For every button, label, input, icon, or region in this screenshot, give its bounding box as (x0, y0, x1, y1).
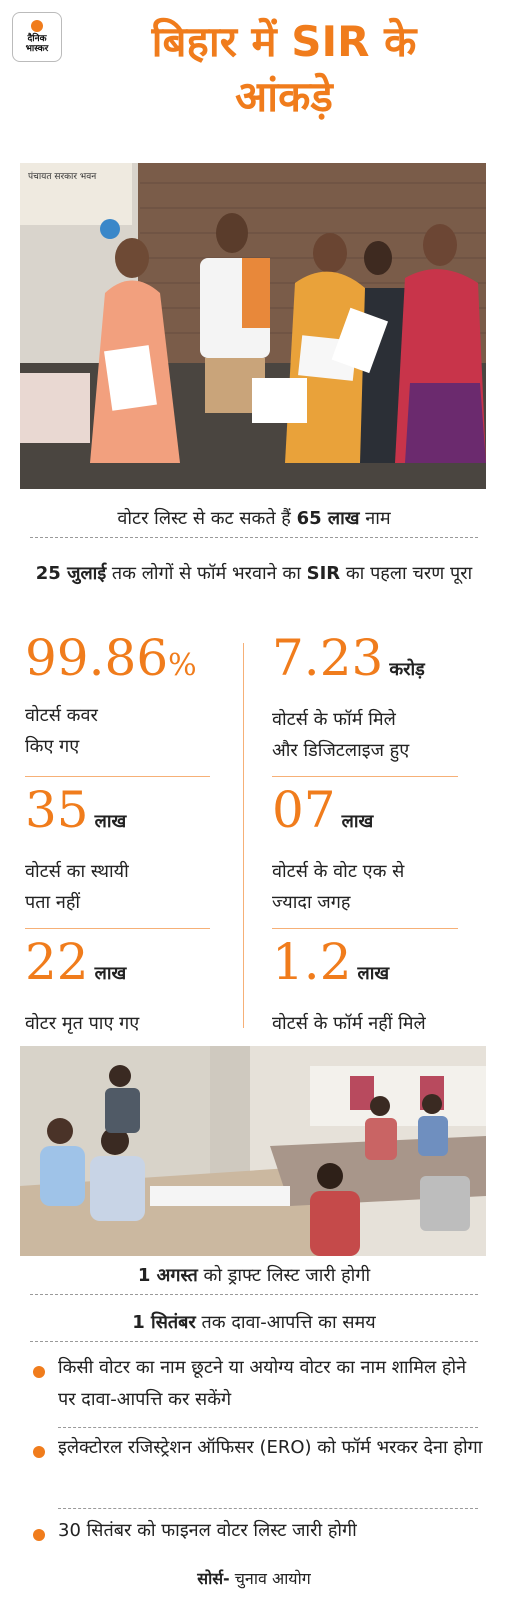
logo-line-2: भास्कर (25, 44, 49, 54)
stat-description: वोटर्स के फॉर्म मिले और डिजिटलाइज हुए (272, 709, 410, 761)
date-text: को ड्राफ्ट लिस्ट जारी होगी (197, 1265, 371, 1286)
stat-unit: लाख (94, 811, 127, 832)
stat-description: वोटर्स का स्थायी पता नहीं (25, 861, 129, 913)
headline-pre: वोटर लिस्ट से कट सकते हैं (117, 508, 297, 529)
stats-vertical-divider (243, 643, 244, 1028)
stat-number: 1.2 लाख (272, 933, 390, 991)
divider-3 (30, 1341, 478, 1342)
title-line-2: आंकड़े (235, 72, 333, 121)
stat-number: 22 लाख (25, 933, 127, 991)
stat-card: 7.23 करोड़ वोटर्स के फॉर्म मिले और डिजिटला… (272, 630, 487, 766)
subhead-mid: तक लोगों से फॉर्म भरवाने का (106, 563, 307, 584)
source-text: चुनाव आयोग (229, 1569, 311, 1588)
stat-card: 35 लाख वोटर्स का स्थायी पता नहीं (25, 782, 215, 918)
subhead-bold-1: 25 जुलाई (35, 563, 107, 584)
stat-description: वोटर्स कवर किए गए (25, 705, 98, 757)
brand-logo: दैनिक भास्कर (12, 12, 62, 62)
stat-unit: लाख (94, 963, 127, 984)
stats-row-divider (25, 928, 210, 929)
stat-description: वोटर्स के फॉर्म नहीं मिले (272, 1013, 426, 1034)
stat-unit: करोड़ (389, 659, 425, 680)
subhead-bold-2: SIR (306, 563, 341, 584)
date-text: तक दावा-आपत्ति का समय (195, 1312, 376, 1333)
bullet-text: इलेक्टोरल रजिस्ट्रेशन ऑफिसर (ERO) को फॉर… (58, 1437, 483, 1458)
date-bold: 1 सितंबर (132, 1312, 196, 1333)
date-bold: 1 अगस्त (137, 1265, 198, 1286)
stat-unit: लाख (357, 963, 390, 984)
stat-number: 99.86% (25, 629, 197, 687)
photo-illustration: पंचायत सरकार भवन (20, 163, 486, 489)
stat-unit: लाख (341, 811, 374, 832)
title-line-1: बिहार में SIR के (151, 17, 417, 66)
divider-4 (58, 1427, 478, 1428)
stats-row-divider (25, 776, 210, 777)
page-title: बिहार में SIR के आंकड़े (70, 14, 498, 124)
bullet-text: 30 सितंबर को फाइनल वोटर लिस्ट जारी होगी (58, 1520, 357, 1541)
stat-card: 07 लाख वोटर्स के वोट एक से ज्यादा जगह (272, 782, 487, 918)
headline-post: नाम (359, 508, 391, 529)
bullet-text: किसी वोटर का नाम छूटने या अयोग्य वोटर का… (58, 1357, 467, 1410)
stat-description: वोटर्स के वोट एक से ज्यादा जगह (272, 861, 405, 913)
stat-unit: % (168, 648, 197, 683)
stat-number: 07 लाख (272, 781, 374, 839)
subhead-post: का पहला चरण पूरा (340, 563, 473, 584)
source-label: सोर्स- (197, 1569, 230, 1588)
women-holding-forms-photo: पंचायत सरकार भवन (20, 163, 486, 489)
divider-2 (30, 1294, 478, 1295)
stat-number: 7.23 करोड़ (272, 629, 425, 687)
stat-number: 35 लाख (25, 781, 127, 839)
bullet-dot-icon (33, 1366, 45, 1378)
date-line: 1 सितंबर तक दावा-आपत्ति का समय (20, 1310, 488, 1334)
bullet-dot-icon (33, 1529, 45, 1541)
bullet-dot-icon (33, 1446, 45, 1458)
sign-board-text: पंचायत सरकार भवन (28, 171, 97, 182)
stat-card: 22 लाख वोटर मृत पाए गए (25, 934, 215, 1039)
headline-bold: 65 लाख (296, 508, 360, 529)
source-credit: सोर्स- चुनाव आयोग (0, 1567, 508, 1589)
headline: वोटर लिस्ट से कट सकते हैं 65 लाख नाम (20, 506, 488, 530)
divider-5 (58, 1508, 478, 1509)
stats-row-divider (272, 776, 458, 777)
office-workers-photo (20, 1046, 486, 1256)
stat-card: 1.2 लाख वोटर्स के फॉर्म नहीं मिले (272, 934, 492, 1039)
logo-line-1: दैनिक (27, 34, 47, 44)
date-line: 1 अगस्त को ड्राफ्ट लिस्ट जारी होगी (20, 1263, 488, 1287)
logo-dot-icon (31, 20, 43, 32)
photo-illustration (20, 1046, 486, 1256)
stat-description: वोटर मृत पाए गए (25, 1013, 140, 1034)
stat-card: 99.86% वोटर्स कवर किए गए (25, 630, 215, 762)
stats-row-divider (272, 928, 458, 929)
divider-1 (30, 537, 478, 538)
subheadline: 25 जुलाई तक लोगों से फॉर्म भरवाने का SIR… (25, 560, 483, 588)
